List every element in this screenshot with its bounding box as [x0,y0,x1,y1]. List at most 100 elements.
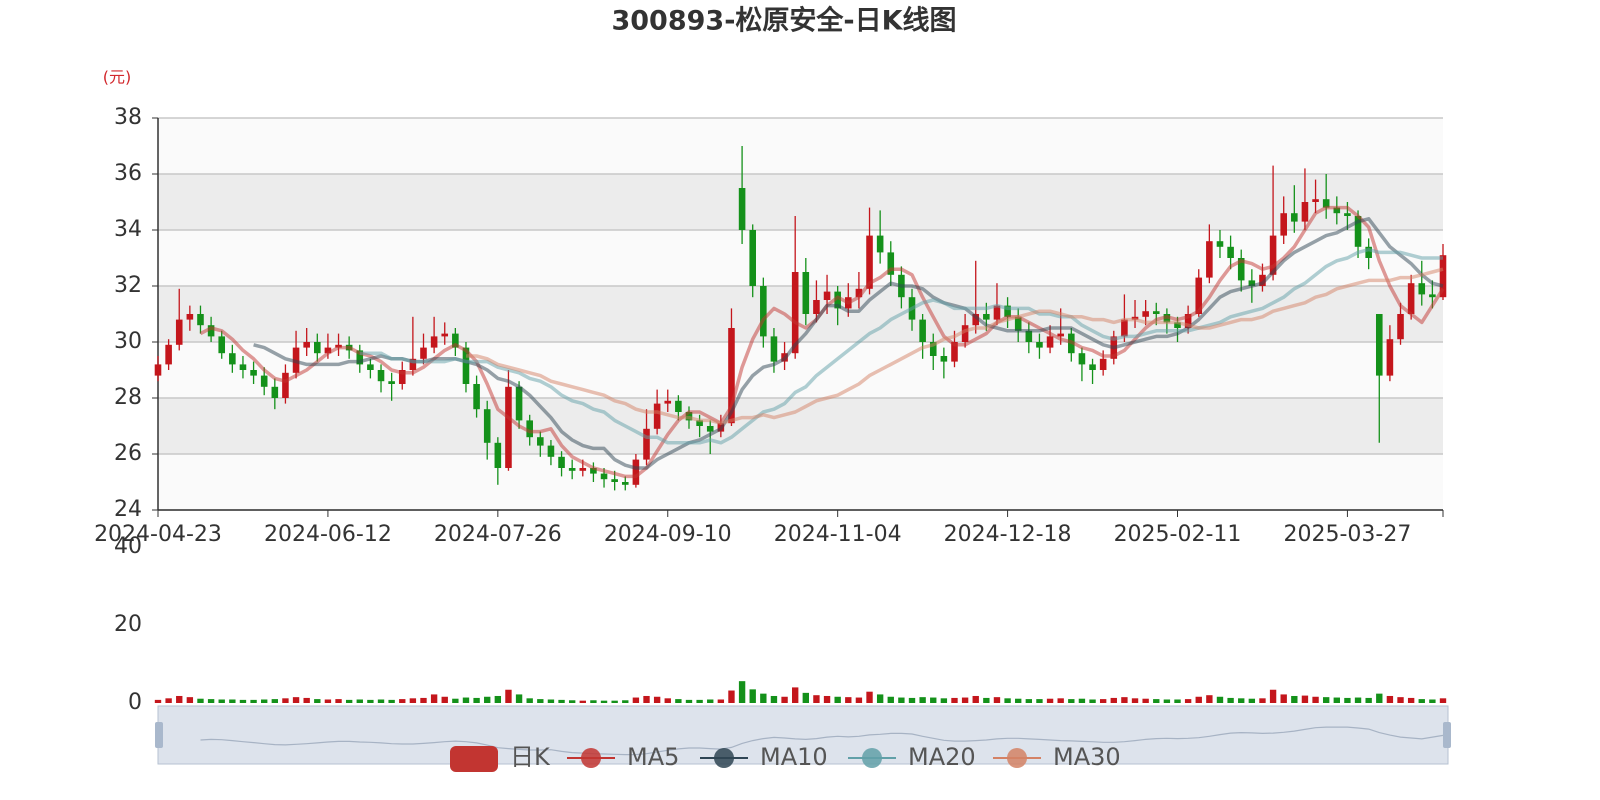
y-tick-label: 32 [114,273,142,298]
candle-body [1344,213,1351,216]
volume-bar [908,697,916,703]
candle-body [1089,364,1096,370]
volume-bar [462,697,470,703]
candle-body [579,468,587,471]
y-tick-label: 24 [114,497,142,522]
candle-body [1174,322,1181,328]
candle-body [568,468,576,471]
candle-body [823,291,831,300]
candle-body [1078,353,1086,365]
y-tick-label: 34 [114,217,142,242]
volume-bar [1269,689,1277,703]
candle-body [1237,258,1245,281]
candle-body [1397,314,1404,340]
grid-band [158,398,1443,454]
volume-bar [632,697,640,703]
candle-body [409,358,417,370]
volume-bar [1333,697,1340,703]
candle-body [398,370,406,384]
volume-bar [1099,699,1107,703]
volume-bar [420,697,427,703]
volume-bar [1216,696,1224,703]
candle-body [1142,311,1149,317]
volume-bar [484,696,491,703]
volume-bar [1153,699,1160,703]
volume-bar [1259,698,1266,703]
candle-body [324,347,332,354]
volume-bar [622,700,629,703]
candle-body [749,230,757,286]
y-tick-label: 36 [114,161,142,186]
volume-bar [792,687,799,703]
volume-bar [515,694,523,703]
volume-bar [473,697,480,703]
candle-body [940,356,948,362]
candle-body [452,333,459,348]
volume-bar [664,698,671,703]
volume-bar [1386,695,1394,703]
candle-body [876,235,884,253]
legend-item[interactable]: MA20 [848,743,976,771]
candle-body [1004,305,1011,317]
volume-bar [1365,697,1372,703]
volume-bar [823,695,831,703]
volume-bar [898,697,905,703]
candle-body [282,372,289,398]
candle-body [462,347,470,384]
volume-bar [1376,693,1383,703]
volume-bar [165,698,172,703]
candle-body [611,479,618,482]
candle-body [1099,358,1107,370]
volume-bar [961,697,969,703]
candle-body [1429,294,1436,298]
candle-body [547,445,555,457]
candle-body [706,426,714,432]
candle-body [1206,241,1213,278]
volume-bar [1142,698,1149,703]
legend-icon [1007,748,1027,768]
candle-body [1407,283,1415,314]
volume-bar [441,696,448,703]
candle-body [813,300,820,314]
volume-bar [229,699,236,703]
legend-item[interactable]: MA30 [993,743,1121,771]
candle-body [653,403,661,429]
candle-body [866,235,873,289]
legend-label: MA10 [760,743,828,771]
volume-bar [590,700,597,703]
candle-body [271,386,279,398]
volume-bar [770,695,778,703]
volume-bar [568,700,576,703]
candle-body [590,468,597,474]
zoom-slider[interactable] [157,705,1449,765]
volume-bar [1397,697,1404,703]
candle-body [239,364,247,370]
volume-bar [611,700,618,703]
volume-bar [1004,698,1011,703]
legend-item[interactable]: 日K [450,743,551,772]
volume-bar [345,699,353,703]
candle-body [229,353,236,365]
legend-item[interactable]: MA5 [567,743,679,771]
candle-body [1057,333,1064,337]
volume-bar [802,692,809,703]
legend-item[interactable]: MA10 [700,743,828,771]
legend-icon [581,748,601,768]
volume-bar [972,695,979,703]
volume-tick-label: 0 [128,690,142,715]
volume-bar [197,698,204,703]
zoom-handle[interactable] [1443,722,1451,748]
ma-line [466,267,1444,425]
volume-bar [983,697,990,703]
candle-body [1036,342,1043,348]
volume-bar [579,700,586,703]
volume-bar [261,699,268,703]
candle-body [1227,246,1234,258]
candle-body [887,252,895,275]
candle-body [1301,202,1309,222]
volume-bar [430,694,438,703]
candle-body [1280,213,1287,236]
volume-bar [1068,699,1075,703]
volume-bar [377,699,385,703]
zoom-handle[interactable] [155,722,163,748]
